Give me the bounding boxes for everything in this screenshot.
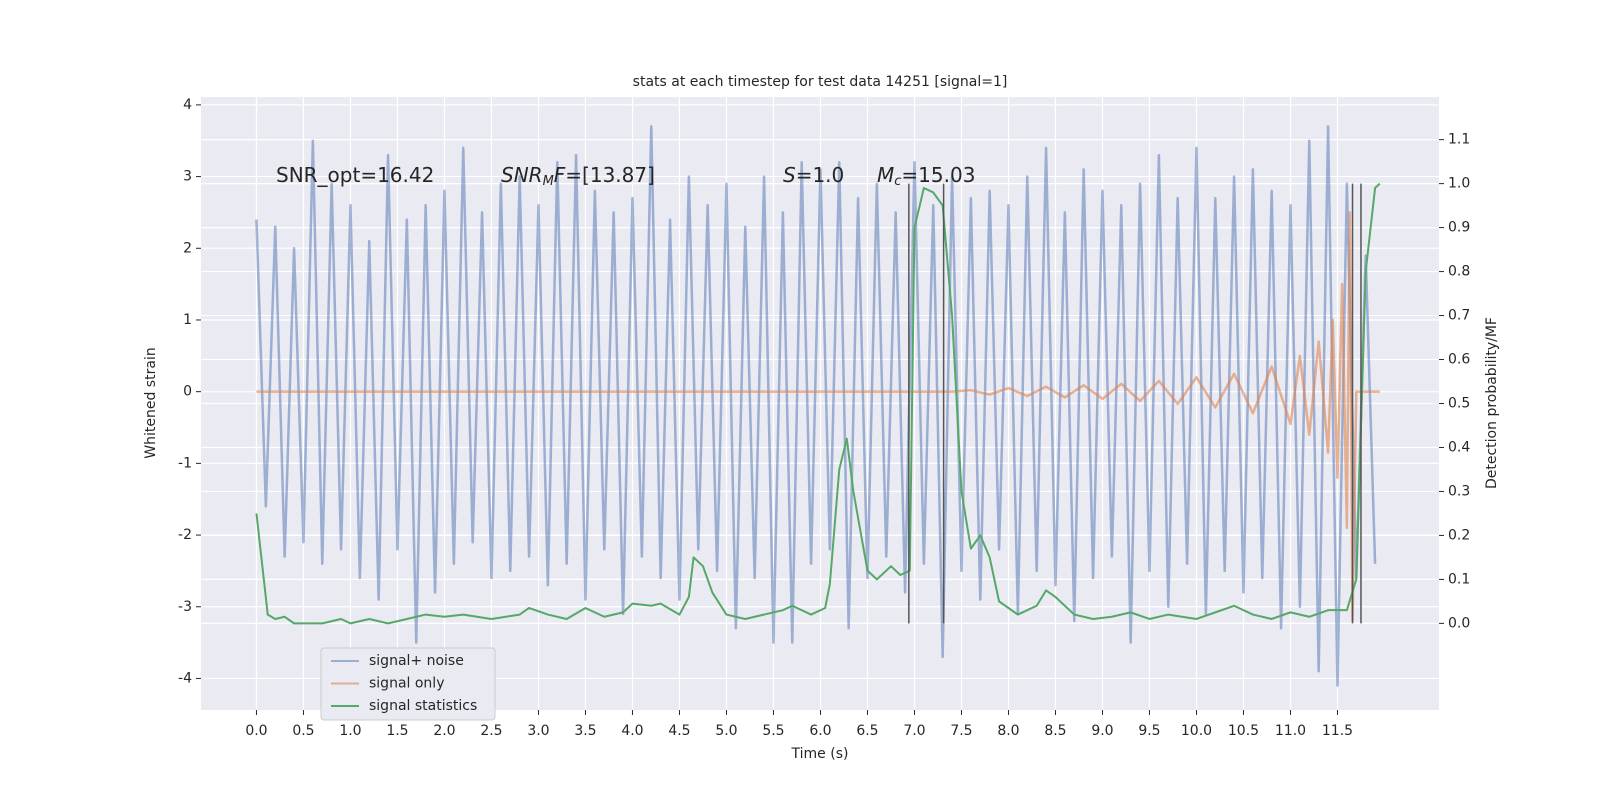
y2-tick-label: 0.6 bbox=[1448, 352, 1470, 368]
annotation-part: M bbox=[877, 163, 894, 187]
y2-tick-label: 0.0 bbox=[1448, 615, 1470, 631]
y2-tick-label: 0.5 bbox=[1448, 396, 1470, 412]
annotation-part: =15.03 bbox=[901, 163, 975, 187]
x-tick-label: 11.0 bbox=[1275, 723, 1306, 739]
x-tick-label: 0.5 bbox=[292, 723, 314, 739]
annotation-part: SNR bbox=[501, 163, 543, 187]
y-tick-label: 3 bbox=[183, 169, 192, 185]
annotation-part: M bbox=[543, 174, 554, 189]
x-tick-label: 6.5 bbox=[856, 723, 878, 739]
y-tick-label: -3 bbox=[178, 599, 192, 615]
x-tick-label: 1.5 bbox=[386, 723, 408, 739]
y2-tick-label: 0.4 bbox=[1448, 439, 1470, 455]
x-tick-label: 3.5 bbox=[574, 723, 596, 739]
y2-tick-label: 1.0 bbox=[1448, 176, 1470, 192]
x-tick-label: 10.0 bbox=[1181, 723, 1212, 739]
x-tick-label: 5.5 bbox=[762, 723, 784, 739]
x-tick-label: 0.0 bbox=[245, 723, 267, 739]
y-tick-label: -2 bbox=[178, 527, 192, 543]
x-tick-label: 7.0 bbox=[903, 723, 925, 739]
y2-tick-label: 0.3 bbox=[1448, 483, 1470, 499]
x-tick-label: 7.5 bbox=[950, 723, 972, 739]
legend-box bbox=[320, 647, 496, 721]
y-tick-label: -1 bbox=[178, 455, 192, 471]
x-axis-label: Time (s) bbox=[791, 746, 849, 762]
annotation: Mc=15.03 bbox=[877, 163, 975, 189]
annotation-part: c bbox=[894, 174, 901, 189]
annotation-part: =[13.87] bbox=[565, 163, 655, 187]
x-tick-label: 11.5 bbox=[1322, 723, 1353, 739]
y-tick-label: -4 bbox=[178, 670, 192, 686]
x-tick-label: 9.5 bbox=[1138, 723, 1160, 739]
x-tick-label: 2.0 bbox=[433, 723, 455, 739]
x-tick-label: 6.0 bbox=[809, 723, 831, 739]
x-tick-label: 4.5 bbox=[668, 723, 690, 739]
y-tick-label: 1 bbox=[183, 312, 192, 328]
annotation-part: SNR_opt=16.42 bbox=[276, 163, 434, 187]
y2-tick-label: 0.9 bbox=[1448, 220, 1470, 236]
x-tick-label: 5.0 bbox=[715, 723, 737, 739]
y2-tick-label: 1.1 bbox=[1448, 132, 1470, 148]
x-tick-label: 9.0 bbox=[1091, 723, 1113, 739]
x-tick-label: 1.0 bbox=[339, 723, 361, 739]
y-tick-label: 0 bbox=[183, 384, 192, 400]
annotation: S=1.0 bbox=[783, 163, 844, 187]
y2-tick-label: 0.2 bbox=[1448, 527, 1470, 543]
legend-label: signal+ noise bbox=[369, 653, 464, 669]
x-tick-label: 2.5 bbox=[480, 723, 502, 739]
y2-tick-label: 0.1 bbox=[1448, 571, 1470, 587]
x-tick-label: 3.0 bbox=[527, 723, 549, 739]
x-tick-label: 8.0 bbox=[997, 723, 1019, 739]
legend-label: signal statistics bbox=[369, 698, 477, 714]
x-tick-label: 4.0 bbox=[621, 723, 643, 739]
plot bbox=[255, 125, 1381, 687]
series-line bbox=[255, 125, 1377, 687]
y2-axis-label: Detection probability/MF bbox=[1484, 317, 1500, 489]
annotation-part: =1.0 bbox=[796, 163, 845, 187]
legend-label: signal only bbox=[369, 676, 444, 692]
annotation: SNR_opt=16.42 bbox=[276, 163, 434, 187]
y-axis-label: Whitened strain bbox=[143, 347, 159, 458]
series-line bbox=[256, 211, 1380, 623]
x-tick-label: 8.5 bbox=[1044, 723, 1066, 739]
y2-tick-label: 0.8 bbox=[1448, 264, 1470, 280]
x-tick-label: 10.5 bbox=[1228, 723, 1259, 739]
y-tick-label: 4 bbox=[183, 97, 192, 113]
annotation-part: S bbox=[783, 163, 796, 187]
annotation: SNRMF=[13.87] bbox=[501, 163, 655, 189]
chart-title: stats at each timestep for test data 142… bbox=[633, 74, 1008, 90]
annotation-part: F bbox=[554, 163, 566, 187]
series-line bbox=[255, 182, 1381, 625]
y2-tick-label: 0.7 bbox=[1448, 308, 1470, 324]
y-tick-label: 2 bbox=[183, 240, 192, 256]
